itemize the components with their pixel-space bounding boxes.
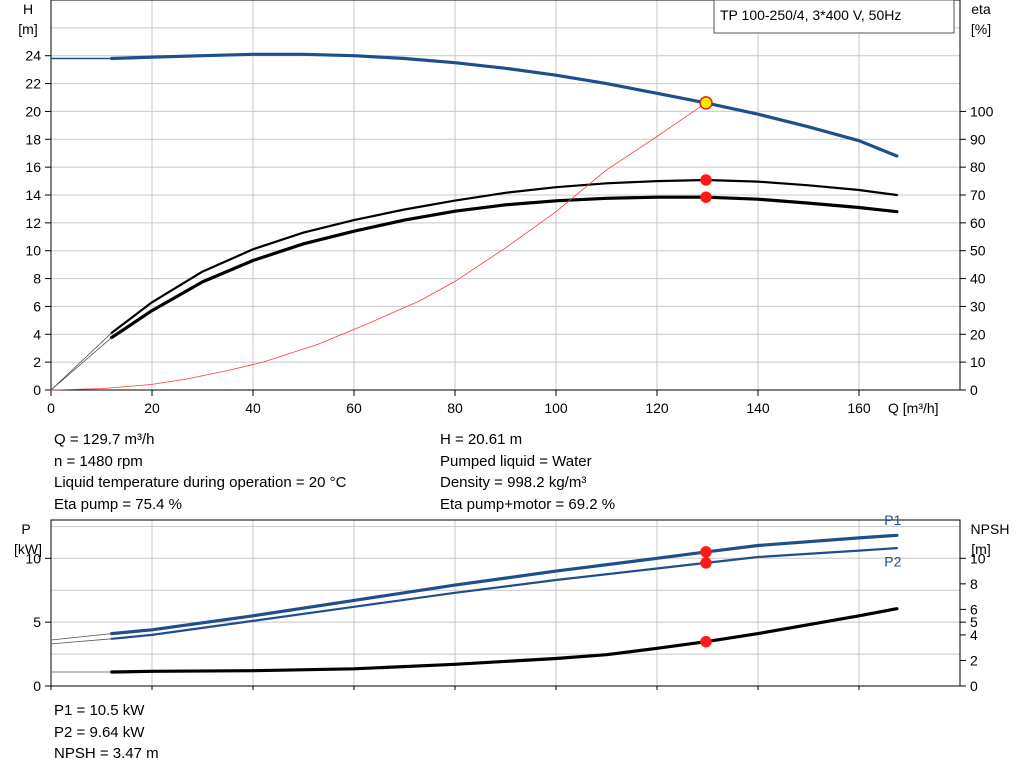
panel1-y-right-tick-label: 60	[970, 215, 986, 231]
panel1-y-left-tick-label: 12	[25, 215, 41, 231]
panel2-series-label-p2: P2	[884, 554, 901, 570]
panel1-y-right-tick-label: 50	[970, 243, 986, 259]
panel1-series-line-0	[109, 52, 899, 158]
panel2-y-left-tick-label: 5	[33, 614, 41, 630]
info-density: Density = 998.2 kg/m³	[440, 474, 587, 491]
panel1-x-tick-label: 80	[447, 400, 463, 416]
panel1-legend-text: TP 100-250/4, 3*400 V, 50Hz	[720, 7, 901, 23]
panel1-x-tick-label: 140	[746, 400, 770, 416]
panel1-series-line-4	[50, 332, 112, 391]
info-eta-pump: Eta pump = 75.4 %	[54, 495, 182, 513]
panel1-x-tick-label: 120	[645, 400, 669, 416]
panel1-y-right-axis-label-line2: [%]	[971, 21, 991, 37]
info-bottom-panel: P1 = 10.5 kW P2 = 9.64 kW NPSH = 3.47 m	[54, 700, 159, 765]
panel2-y-right-tick-label: 2	[970, 652, 978, 668]
panel2-y-right-tick-label: 6	[970, 601, 978, 617]
panel1-x-tick-label: 100	[544, 400, 568, 416]
info-eta-pump-motor: Eta pump+motor = 69.2 %	[440, 495, 616, 513]
panel1-y-left-tick-label: 14	[25, 187, 41, 203]
panel2-series-label-p1: P1	[884, 512, 901, 528]
panel1-y-left-tick-label: 6	[33, 298, 41, 314]
info-liquid-temperature: Liquid temperature during operation = 20…	[54, 474, 347, 491]
panel1-y-left-axis-label-line2: [m]	[18, 21, 37, 37]
panel2-y-right-tick-label: 5	[970, 614, 978, 630]
panel1-y-left-tick-label: 20	[25, 103, 41, 119]
panel2-y-right-axis-label-line2: [m]	[971, 541, 990, 557]
panel1-operating-point-1	[700, 174, 712, 186]
panel2-series-line-3	[50, 638, 112, 645]
panel1-operating-point-2	[700, 191, 712, 203]
panel1-y-left-tick-label: 2	[33, 354, 41, 370]
info-npsh: NPSH = 3.47 m	[54, 745, 159, 762]
panel2-y-right-tick-label: 4	[970, 627, 978, 643]
panel1-y-left-axis-label-line1: H	[23, 1, 33, 17]
panel1-y-left-tick-label: 22	[25, 76, 41, 92]
panel2-series-line-2	[50, 633, 112, 641]
panel1-y-right-tick-label: 20	[970, 326, 986, 342]
panel2-y-left-tick-label: 10	[25, 550, 41, 566]
panel2-y-right-tick-label: 0	[970, 678, 978, 694]
panel1-y-left-tick-label: 18	[25, 131, 41, 147]
info-p2: P2 = 9.64 kW	[54, 723, 145, 741]
info-head: H = 20.61 m	[440, 431, 523, 448]
panel1-legend-box	[713, 0, 955, 34]
panel2-series-line-0	[109, 533, 899, 636]
info-right-panel: H = 20.61 m Pumped liquid = Water Densit…	[440, 429, 615, 515]
panel2-series-line-4	[109, 607, 899, 674]
panel2-operating-point-1	[700, 557, 712, 569]
panel1-series-line-3	[109, 195, 899, 340]
panel2-series-line-1	[110, 546, 899, 640]
panel1-series-line-6	[50, 102, 707, 391]
panel1-series-line-5	[50, 337, 112, 391]
panel2-y-left-axis-label-line2: [kW]	[14, 541, 42, 557]
panel2-y-right-tick-label: 10	[970, 550, 986, 566]
panel1-y-right-tick-label: 80	[970, 159, 986, 175]
panel1-y-left-tick-label: 0	[33, 382, 41, 398]
panel1-y-right-tick-label: 100	[970, 103, 994, 119]
panel2-operating-point-2	[700, 635, 712, 648]
panel1-series-line-2	[110, 178, 899, 334]
panel1-y-left-tick-label: 8	[33, 271, 41, 287]
panel2-operating-point-0	[700, 546, 712, 558]
panel1-x-tick-label: 60	[346, 400, 362, 416]
panel2-plot-frame	[50, 519, 961, 687]
panel1-y-right-axis-label-line1: eta	[971, 1, 991, 17]
panel1-x-tick-label: 40	[245, 400, 261, 416]
panel1-y-left-tick-label: 10	[25, 243, 41, 259]
panel1-y-right-tick-label: 70	[970, 187, 986, 203]
info-flow: Q = 129.7 m³/h	[54, 431, 155, 448]
panel2-y-right-axis-label-line1: NPSH	[971, 521, 1010, 537]
panel1-x-axis-label: Q [m³/h]	[888, 400, 939, 416]
info-pumped-liquid: Pumped liquid = Water	[440, 452, 592, 470]
panel1-y-right-tick-label: 10	[970, 354, 986, 370]
info-speed: n = 1480 rpm	[54, 452, 143, 470]
panel2-y-right-tick-label: 8	[970, 576, 978, 592]
panel1-x-tick-label: 0	[47, 400, 55, 416]
panel1-x-tick-label: 20	[144, 400, 160, 416]
panel1-y-left-tick-label: 24	[25, 48, 41, 64]
info-left-panel: Q = 129.7 m³/h n = 1480 rpm Liquid tempe…	[54, 429, 346, 515]
panel2-y-left-tick-label: 0	[33, 678, 41, 694]
panel1-y-right-tick-label: 90	[970, 131, 986, 147]
panel1-x-tick-label: 160	[847, 400, 871, 416]
panel1-operating-point-0	[699, 96, 713, 110]
panel1-y-left-tick-label: 4	[33, 326, 41, 342]
panel1-y-right-tick-label: 30	[970, 298, 986, 314]
panel1-y-right-tick-label: 0	[970, 382, 978, 398]
info-p1: P1 = 10.5 kW	[54, 702, 145, 719]
panel2-y-left-axis-label-line1: P	[21, 521, 30, 537]
panel1-y-left-tick-label: 16	[25, 159, 41, 175]
panel1-y-right-tick-label: 40	[970, 271, 986, 287]
